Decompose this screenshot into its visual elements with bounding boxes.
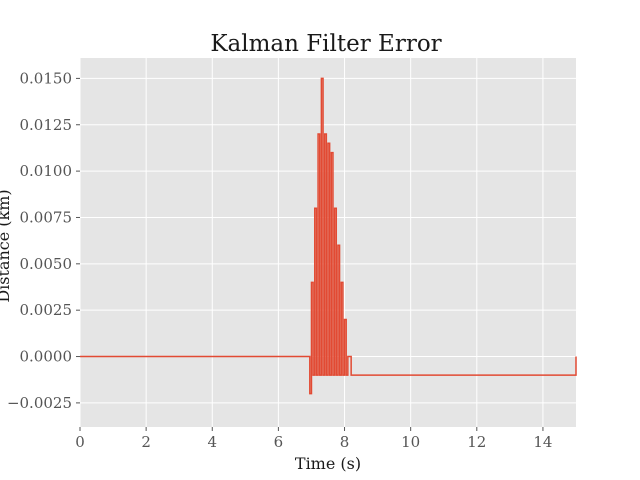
y-axis-ticks: −0.0025 0.0000 0.0025 0.0050 0.0075 0.0100 0.0… — [7, 69, 80, 412]
x-tick-label: 4 — [207, 433, 217, 451]
y-tick-label: 0.0000 — [20, 348, 73, 366]
x-tick-label: 2 — [141, 433, 151, 451]
x-axis-ticks: 0 2 4 6 8 10 12 14 — [75, 427, 552, 451]
y-axis-label: Distance (km) — [0, 189, 13, 302]
x-tick-label: 12 — [467, 433, 486, 451]
chart-title: Kalman Filter Error — [210, 31, 441, 57]
y-tick-label: 0.0050 — [20, 255, 73, 273]
y-tick-label: 0.0125 — [20, 116, 73, 134]
x-tick-label: 0 — [75, 433, 85, 451]
y-tick-label: 0.0100 — [20, 162, 73, 180]
x-tick-label: 8 — [340, 433, 350, 451]
x-tick-label: 14 — [533, 433, 552, 451]
y-tick-label: 0.0075 — [20, 208, 73, 226]
series-line — [80, 77, 577, 395]
y-tick-label: −0.0025 — [7, 394, 72, 412]
x-tick-label: 6 — [274, 433, 284, 451]
y-tick-label: 0.0025 — [20, 301, 73, 319]
series-layer — [80, 77, 577, 395]
x-tick-label: 10 — [401, 433, 420, 451]
y-tick-label: 0.0150 — [20, 69, 73, 87]
x-axis-label: Time (s) — [295, 454, 361, 473]
